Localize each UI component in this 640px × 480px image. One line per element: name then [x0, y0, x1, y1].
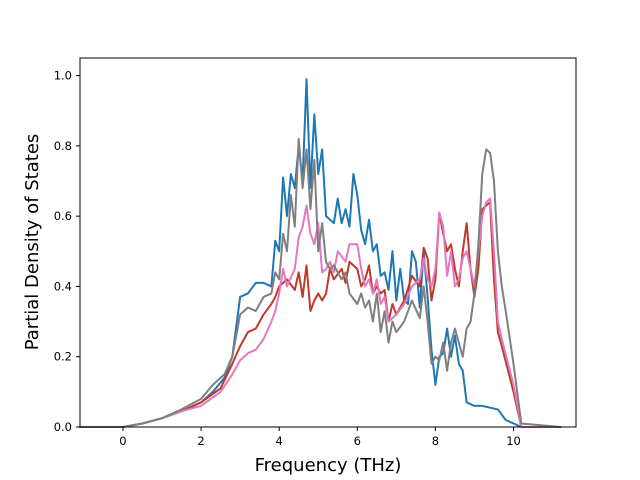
x-tick-label: 0 [119, 434, 126, 448]
x-axis-label: Frequency (THz) [255, 455, 402, 476]
y-tick-label: 0.8 [54, 139, 72, 153]
y-tick-label: 1.0 [54, 69, 72, 83]
plot-lines [79, 78, 562, 428]
x-tick-label: 6 [354, 434, 361, 448]
series-line-4 [79, 137, 562, 428]
y-tick-label: 0.2 [54, 350, 72, 364]
y-tick-label: 0.0 [54, 420, 72, 434]
x-tick-label: 8 [432, 434, 439, 448]
y-tick-label: 0.6 [54, 209, 72, 223]
plot-frame [79, 57, 577, 428]
y-axis-label: Partial Density of States [22, 134, 43, 351]
x-tick-label: 4 [276, 434, 283, 448]
series-line-2 [79, 201, 562, 428]
y-axis-ticks: 0.0 0.2 0.4 0.6 0.8 1.0 [54, 69, 80, 434]
x-axis-ticks: 0 2 4 6 8 10 [119, 427, 521, 448]
series-line-3 [79, 197, 562, 428]
series-line-1 [79, 78, 562, 428]
x-tick-label: 10 [506, 434, 521, 448]
x-tick-label: 2 [197, 434, 204, 448]
y-tick-label: 0.4 [54, 279, 72, 293]
